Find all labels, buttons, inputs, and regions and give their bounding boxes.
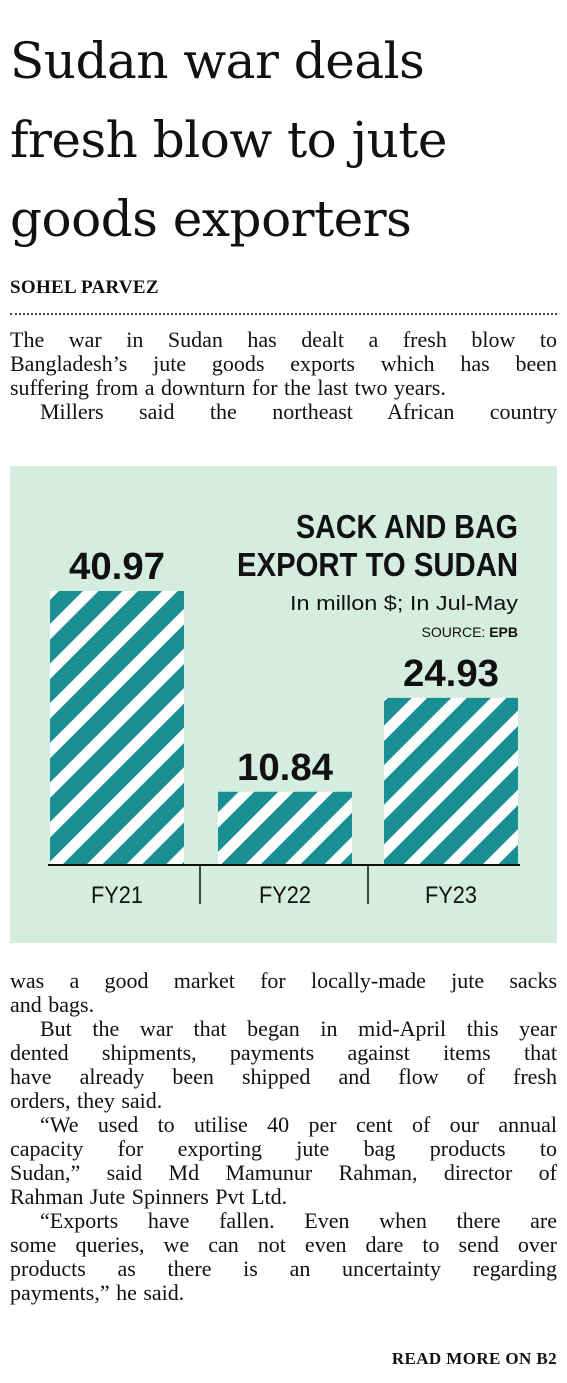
x-tick-label: FY22 xyxy=(259,882,311,909)
bar-fy22 xyxy=(218,791,352,864)
bar-value-label: 40.97 xyxy=(69,546,165,588)
chart-subtitle: In millon $; In Jul-May xyxy=(290,593,518,615)
text-line: The war in Sudan has dealt a fresh blow … xyxy=(10,327,557,352)
text-line: Millers said the northeast African count… xyxy=(40,399,557,424)
text-line: payments,” he said. xyxy=(10,1280,185,1305)
text-line: But the war that began in mid-April this… xyxy=(40,1016,557,1041)
text-line: products as there is an uncertainty rega… xyxy=(10,1256,557,1281)
text-line: “We used to utilise 40 per cent of our a… xyxy=(40,1112,557,1137)
headline-line: Sudan war deals xyxy=(10,32,425,90)
read-more-link[interactable]: READ MORE ON B2 xyxy=(391,1349,557,1368)
chart-title-line: EXPORT TO SUDAN xyxy=(237,546,518,583)
body-paragraphs: was a good market for locally-made jute … xyxy=(10,969,557,1305)
text-line: some queries, we can not even dare to se… xyxy=(10,1232,557,1257)
text-line: have already been shipped and flow of fr… xyxy=(10,1064,557,1089)
bar-value-label: 10.84 xyxy=(237,747,333,789)
headline: Sudan war deals fresh blow to jute goods… xyxy=(10,22,560,259)
bar-chart: SACK AND BAG EXPORT TO SUDAN In millon $; … xyxy=(10,466,557,943)
x-tick-label: FY21 xyxy=(91,882,143,909)
headline-line: fresh blow to jute xyxy=(10,111,448,169)
text-line: suffering from a downturn for the last t… xyxy=(10,375,446,400)
text-line: dented shipments, payments against items… xyxy=(10,1040,557,1065)
chart-source: SOURCE: EPB xyxy=(422,624,518,640)
intro-paragraph: The war in Sudan has dealt a fresh blow … xyxy=(10,328,557,424)
text-line: Bangladesh’s jute goods exports which ha… xyxy=(10,351,557,376)
bar-fy23 xyxy=(384,697,518,864)
byline: SOHEL PARVEZ xyxy=(10,277,159,298)
text-line: Rahman Jute Spinners Pvt Ltd. xyxy=(10,1184,288,1209)
headline-line: goods exporters xyxy=(10,190,412,248)
text-line: was a good market for locally-made jute … xyxy=(10,968,557,993)
text-line: capacity for exporting jute bag products… xyxy=(10,1136,557,1161)
chart-source-value: EPB xyxy=(489,624,518,640)
bar-fy21 xyxy=(50,591,184,864)
text-line: Sudan,” said Md Mamunur Rahman, director… xyxy=(10,1160,557,1185)
dotted-divider xyxy=(10,313,557,315)
x-tick-label: FY23 xyxy=(425,882,477,909)
chart-title-line: SACK AND BAG xyxy=(296,508,518,545)
text-line: and bags. xyxy=(10,992,95,1017)
text-line: “Exports have fallen. Even when there ar… xyxy=(40,1208,557,1233)
bar-value-label: 24.93 xyxy=(403,653,499,695)
chart-source-label: SOURCE: xyxy=(422,624,490,640)
text-line: orders, they said. xyxy=(10,1088,163,1113)
